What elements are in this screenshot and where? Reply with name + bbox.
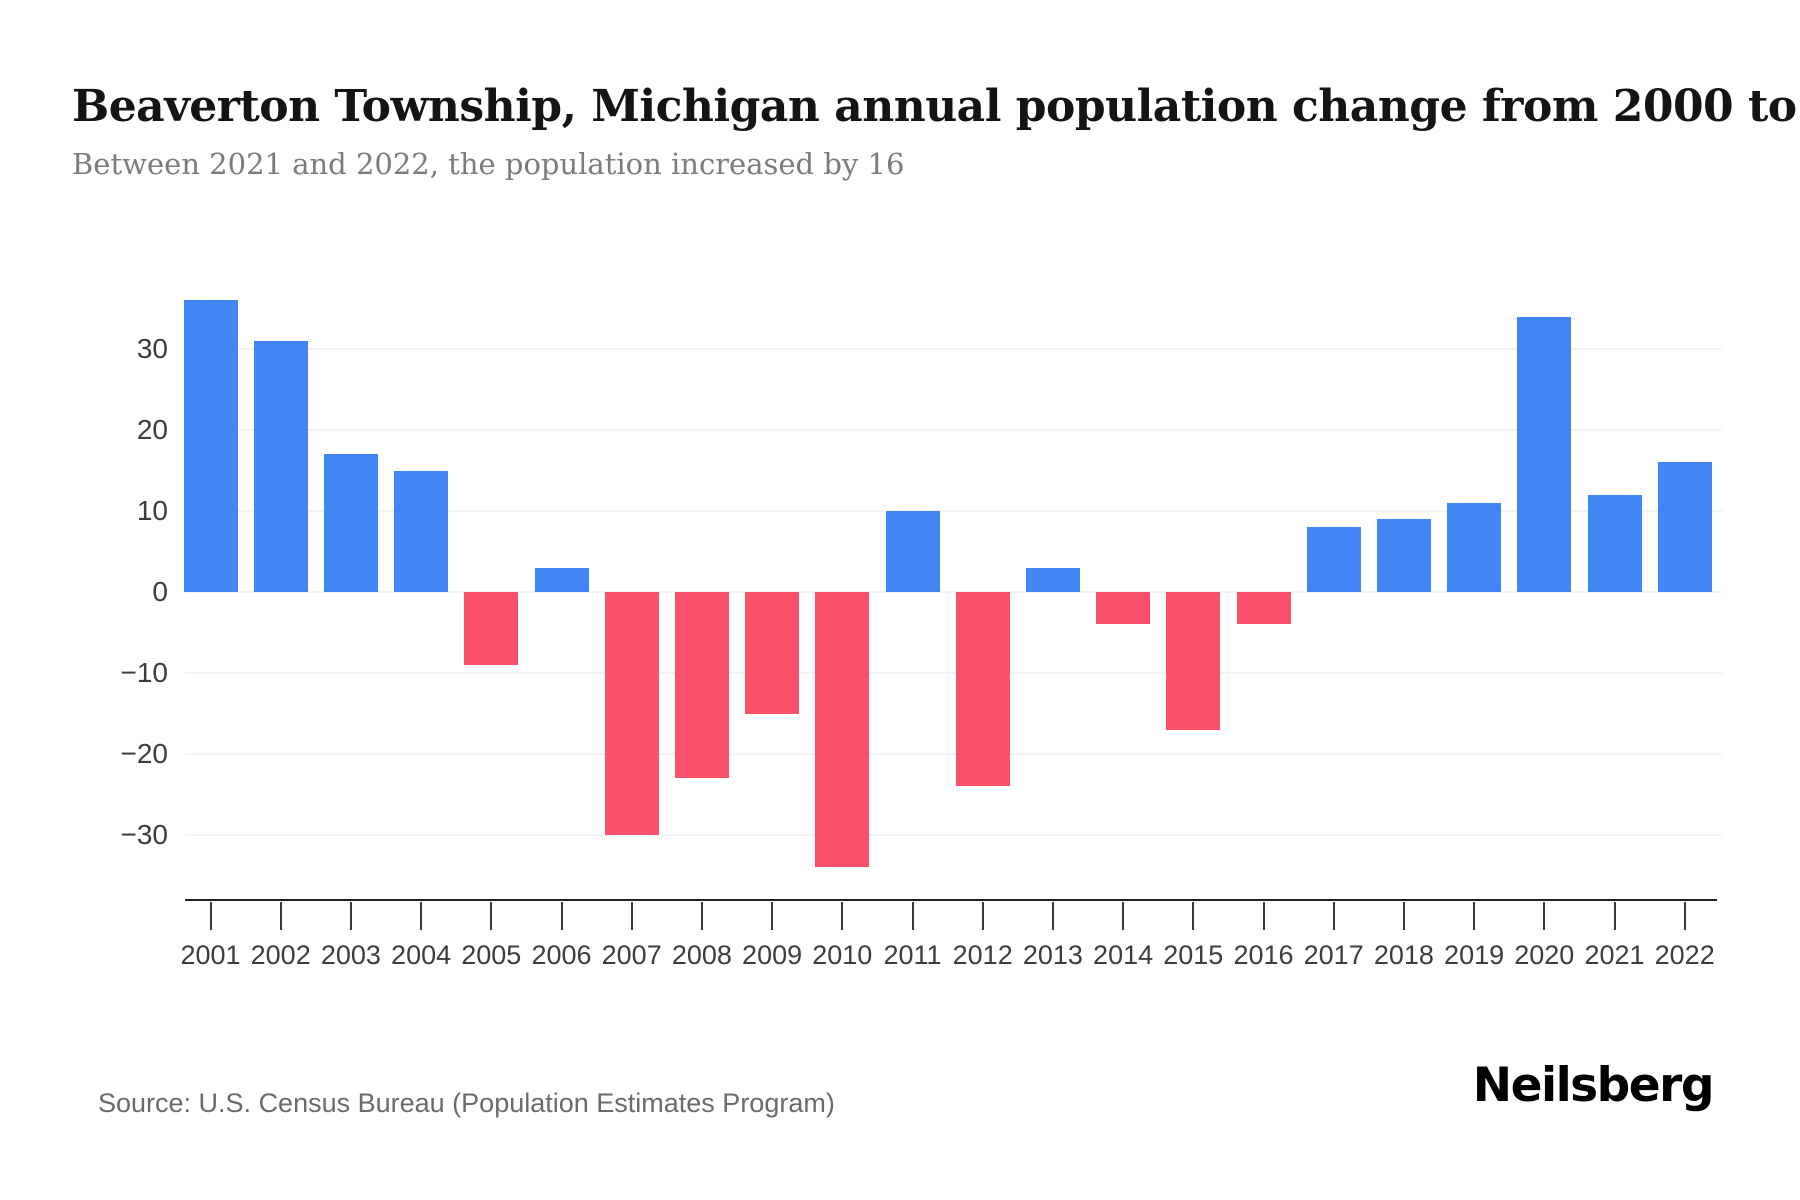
x-tick-label-2002: 2002 — [250, 940, 311, 970]
x-tick-2012 — [981, 902, 984, 930]
x-tick-label-2021: 2021 — [1584, 940, 1645, 970]
x-tick-2020 — [1543, 902, 1546, 930]
gridline--10 — [185, 672, 1722, 674]
x-tick-2005 — [490, 902, 493, 930]
bar-2019[interactable] — [1447, 502, 1502, 592]
x-tick-2016 — [1262, 902, 1265, 930]
x-tick-label-2018: 2018 — [1373, 940, 1434, 970]
y-axis-label-0: 0 — [152, 576, 168, 607]
x-tick-label-2015: 2015 — [1163, 940, 1224, 970]
x-tick-2002 — [279, 902, 282, 930]
x-tick-2003 — [349, 902, 352, 930]
x-tick-2018 — [1402, 902, 1405, 930]
x-tick-label-2014: 2014 — [1093, 940, 1154, 970]
x-tick-label-2013: 2013 — [1022, 940, 1083, 970]
source-note: Source: U.S. Census Bureau (Population E… — [98, 1088, 835, 1118]
x-tick-2013 — [1051, 902, 1054, 930]
x-tick-2004 — [420, 902, 423, 930]
x-tick-label-2012: 2012 — [952, 940, 1013, 970]
gridline-20 — [185, 429, 1722, 431]
x-tick-label-2020: 2020 — [1514, 940, 1575, 970]
x-tick-label-2011: 2011 — [883, 940, 942, 970]
x-tick-label-2022: 2022 — [1654, 940, 1715, 970]
y-axis-label-10: 10 — [136, 495, 168, 526]
gridline-10 — [185, 510, 1722, 512]
bar-2001[interactable] — [183, 300, 238, 592]
x-tick-label-2005: 2005 — [461, 940, 522, 970]
bar-2014[interactable] — [1096, 592, 1151, 625]
x-tick-2015 — [1192, 902, 1195, 930]
x-tick-label-2010: 2010 — [812, 940, 873, 970]
gridline-0 — [185, 591, 1722, 593]
bar-2016[interactable] — [1236, 592, 1291, 625]
y-axis-label-20: 20 — [136, 414, 168, 445]
x-tick-2021 — [1613, 902, 1616, 930]
x-tick-2001 — [209, 902, 212, 930]
bar-2010[interactable] — [815, 592, 870, 868]
chart-title: Beaverton Township, Michigan annual popu… — [72, 81, 1800, 133]
x-tick-label-2006: 2006 — [531, 940, 592, 970]
bar-2022[interactable] — [1657, 462, 1712, 592]
bar-2011[interactable] — [885, 511, 940, 592]
bar-2005[interactable] — [464, 592, 519, 665]
x-tick-2011 — [911, 902, 914, 930]
y-axis-label--30: −30 — [120, 819, 169, 850]
neilsberg-brand-logo: Neilsberg — [1472, 1058, 1715, 1113]
gridline--30 — [185, 834, 1722, 836]
x-tick-label-2009: 2009 — [742, 940, 803, 970]
x-tick-label-2003: 2003 — [320, 940, 381, 970]
x-tick-2007 — [630, 902, 633, 930]
x-tick-label-2004: 2004 — [391, 940, 452, 970]
x-tick-2009 — [771, 902, 774, 930]
x-tick-2014 — [1122, 902, 1125, 930]
y-axis-label--10: −10 — [120, 657, 169, 688]
bar-2021[interactable] — [1587, 494, 1642, 592]
x-tick-2017 — [1332, 902, 1335, 930]
bar-2006[interactable] — [534, 567, 589, 592]
x-tick-label-2017: 2017 — [1303, 940, 1364, 970]
x-tick-2008 — [700, 902, 703, 930]
x-tick-label-2008: 2008 — [671, 940, 732, 970]
x-axis-line — [185, 899, 1717, 901]
bar-2008[interactable] — [674, 592, 729, 779]
x-tick-2019 — [1473, 902, 1476, 930]
x-tick-2006 — [560, 902, 563, 930]
bar-2018[interactable] — [1376, 519, 1431, 592]
gridline-30 — [185, 348, 1722, 350]
y-axis-label-30: 30 — [136, 333, 168, 364]
bar-2015[interactable] — [1166, 592, 1221, 730]
bar-2007[interactable] — [604, 592, 659, 835]
x-tick-label-2019: 2019 — [1444, 940, 1505, 970]
bar-2013[interactable] — [1025, 567, 1080, 592]
x-tick-label-2016: 2016 — [1233, 940, 1294, 970]
y-axis-label--20: −20 — [120, 738, 169, 769]
bar-2004[interactable] — [394, 470, 449, 592]
bar-2009[interactable] — [745, 592, 800, 714]
x-tick-label-2001: 2001 — [180, 940, 241, 970]
bar-2017[interactable] — [1306, 527, 1361, 592]
bar-2002[interactable] — [253, 340, 308, 592]
x-tick-2022 — [1683, 902, 1686, 930]
bar-2012[interactable] — [955, 592, 1010, 787]
chart-subtitle: Between 2021 and 2022, the population in… — [72, 147, 905, 181]
x-tick-2010 — [841, 902, 844, 930]
bar-2003[interactable] — [323, 454, 378, 592]
gridline--20 — [185, 753, 1722, 755]
bar-2020[interactable] — [1517, 316, 1572, 592]
x-tick-label-2007: 2007 — [601, 940, 662, 970]
